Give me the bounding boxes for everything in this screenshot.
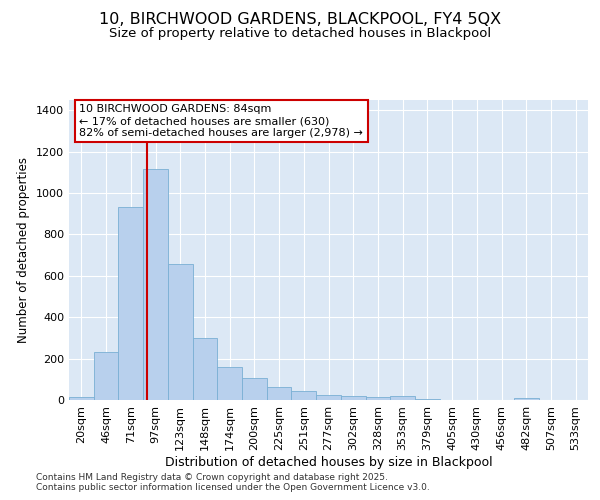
Text: Size of property relative to detached houses in Blackpool: Size of property relative to detached ho… <box>109 28 491 40</box>
Bar <box>514 398 539 400</box>
Bar <box>217 367 242 400</box>
Text: 10, BIRCHWOOD GARDENS, BLACKPOOL, FY4 5QX: 10, BIRCHWOOD GARDENS, BLACKPOOL, FY4 5Q… <box>99 12 501 28</box>
Bar <box>341 396 365 400</box>
Text: Contains HM Land Registry data © Crown copyright and database right 2025.
Contai: Contains HM Land Registry data © Crown c… <box>36 473 430 492</box>
Bar <box>143 170 168 400</box>
X-axis label: Distribution of detached houses by size in Blackpool: Distribution of detached houses by size … <box>164 456 493 468</box>
Bar <box>390 396 415 400</box>
Bar <box>193 338 217 400</box>
Bar <box>267 386 292 400</box>
Bar <box>316 395 341 400</box>
Bar <box>94 352 118 400</box>
Bar <box>118 206 143 400</box>
Bar <box>242 378 267 400</box>
Bar <box>168 264 193 400</box>
Bar <box>292 392 316 400</box>
Text: 10 BIRCHWOOD GARDENS: 84sqm
← 17% of detached houses are smaller (630)
82% of se: 10 BIRCHWOOD GARDENS: 84sqm ← 17% of det… <box>79 104 363 138</box>
Bar <box>365 397 390 400</box>
Bar <box>415 399 440 400</box>
Bar <box>69 397 94 400</box>
Y-axis label: Number of detached properties: Number of detached properties <box>17 157 31 343</box>
